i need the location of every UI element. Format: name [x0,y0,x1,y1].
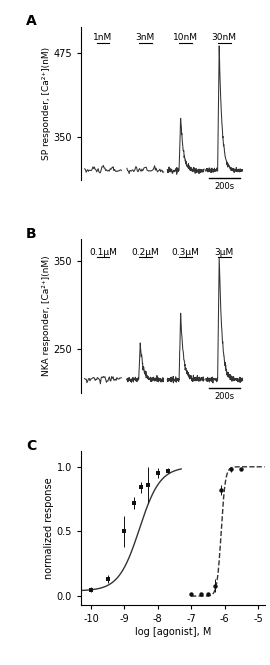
Text: B: B [26,227,36,241]
Y-axis label: SP responder, [Ca²⁺](nM): SP responder, [Ca²⁺](nM) [42,47,50,160]
Text: 0.1μM: 0.1μM [89,248,117,257]
Text: 200s: 200s [214,182,234,191]
Text: 200s: 200s [214,392,234,401]
Text: 30nM: 30nM [212,33,237,43]
Text: 3μM: 3μM [215,248,234,257]
Text: A: A [26,14,37,29]
Y-axis label: NKA responder, [Ca²⁺](nM): NKA responder, [Ca²⁺](nM) [42,255,50,376]
Text: 0.3μM: 0.3μM [172,248,200,257]
X-axis label: log [agonist], M: log [agonist], M [135,627,211,637]
Text: 0.2μM: 0.2μM [131,248,159,257]
Text: 3nM: 3nM [136,33,155,43]
Y-axis label: normalized response: normalized response [44,477,54,579]
Text: 10nM: 10nM [173,33,198,43]
Text: 1nM: 1nM [93,33,113,43]
Text: C: C [26,439,36,453]
